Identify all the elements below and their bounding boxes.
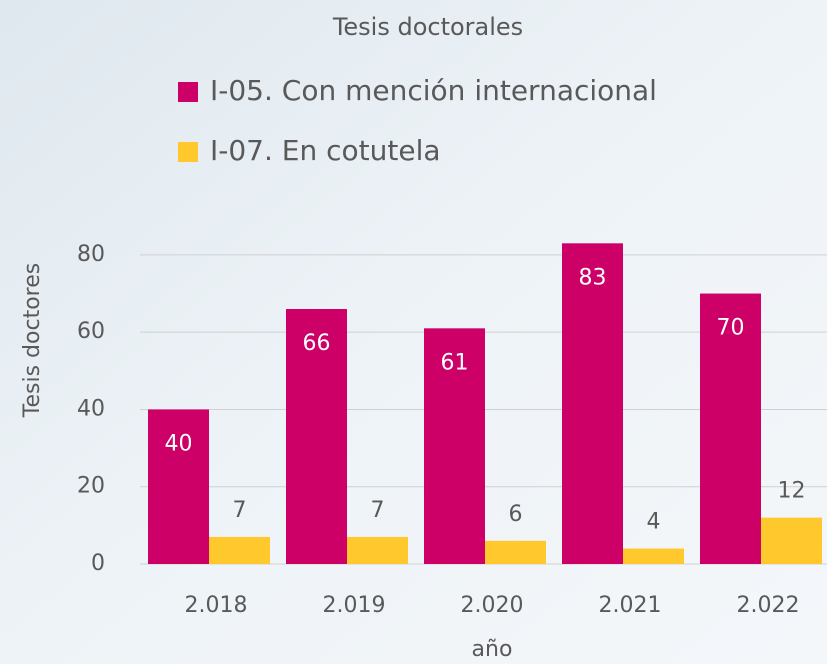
data-label: 4 [647, 510, 661, 535]
bar [347, 536, 408, 564]
bar [286, 309, 347, 564]
y-tick-label: 60 [77, 319, 105, 344]
y-tick-label: 40 [77, 396, 105, 421]
data-label: 61 [441, 350, 469, 375]
x-tick-label: 2.019 [323, 593, 386, 618]
bar [761, 517, 822, 564]
legend-label: I-05. Con mención internacional [210, 74, 657, 107]
legend-label: I-07. En cotutela [210, 134, 441, 167]
data-label: 6 [509, 502, 523, 527]
x-tick-label: 2.021 [599, 593, 662, 618]
y-axis-label: Tesis doctores [20, 263, 45, 418]
y-tick-label: 20 [77, 474, 105, 499]
y-tick-label: 80 [77, 242, 105, 267]
data-label: 40 [165, 431, 193, 456]
data-label: 12 [778, 479, 806, 504]
bar [209, 536, 270, 564]
x-tick-label: 2.022 [737, 593, 800, 618]
data-label: 83 [579, 265, 607, 290]
bar [623, 548, 684, 564]
x-tick-label: 2.018 [185, 593, 248, 618]
x-axis-label: año [472, 637, 513, 662]
data-label: 70 [717, 316, 745, 341]
bar [700, 293, 761, 564]
bar [562, 243, 623, 564]
data-label: 7 [371, 498, 385, 523]
chart-title: Tesis doctorales [332, 13, 523, 41]
y-tick-label: 0 [91, 551, 105, 576]
data-label: 66 [303, 331, 331, 356]
bar [424, 328, 485, 564]
legend-swatch [178, 142, 198, 162]
x-tick-label: 2.020 [461, 593, 524, 618]
bar [485, 540, 546, 564]
legend-swatch [178, 82, 198, 102]
data-label: 7 [233, 498, 247, 523]
bar [148, 409, 209, 564]
